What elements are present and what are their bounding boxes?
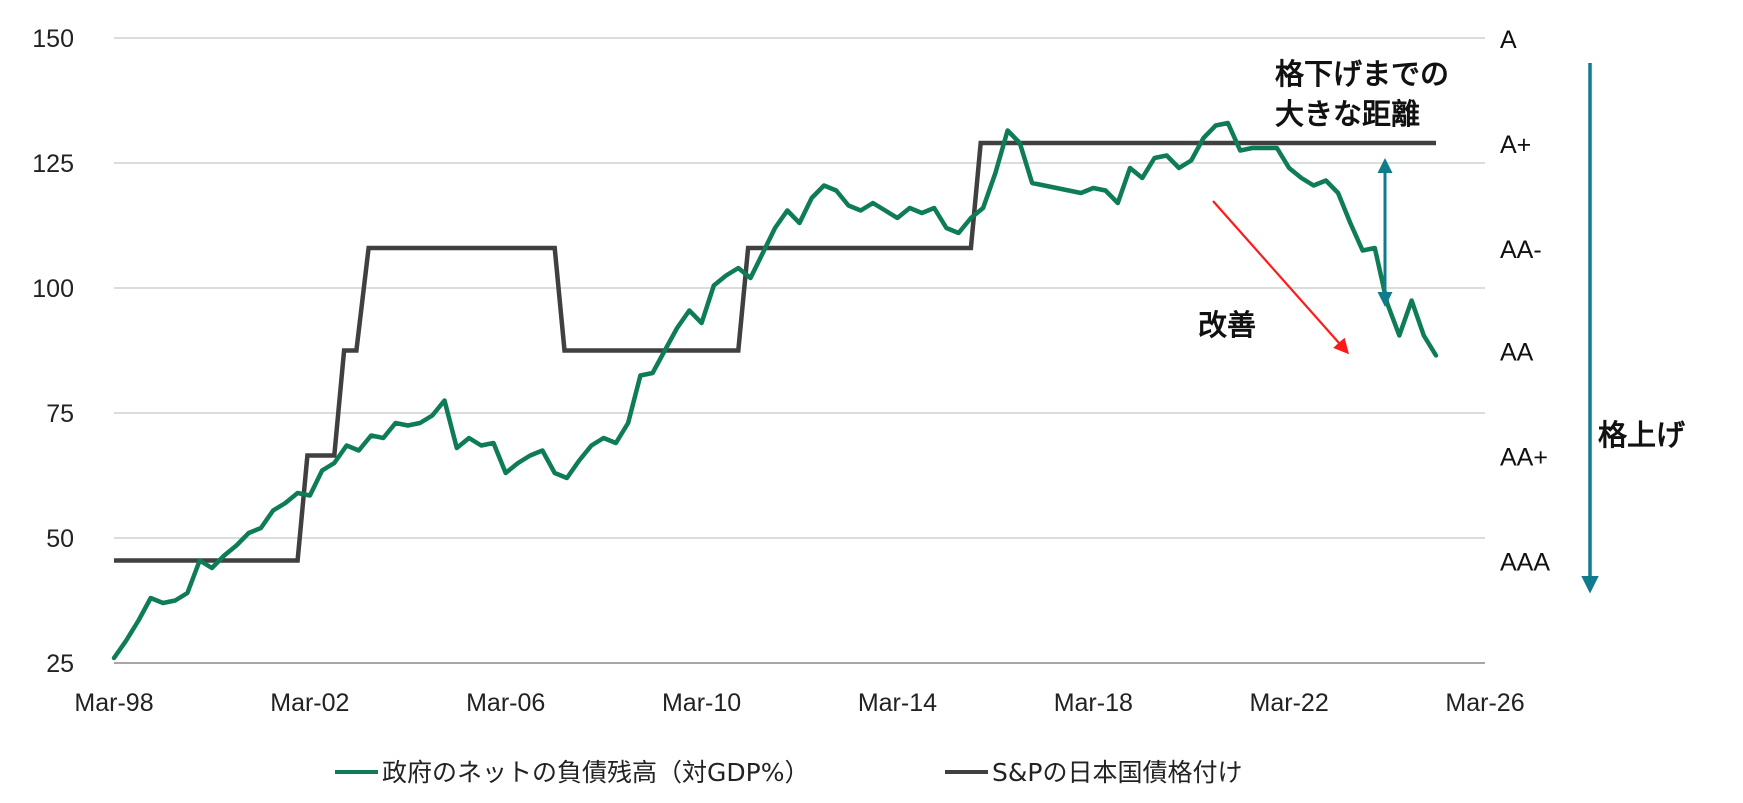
legend: 政府のネットの負債残高（対GDP%） S&Pの日本国債格付け <box>335 758 1242 787</box>
series-line-net-debt <box>111 120 1439 661</box>
rating-label: AA <box>1500 339 1534 367</box>
y-tick-label: 125 <box>32 150 74 178</box>
distance-label-line1: 格下げまでの <box>1275 57 1449 91</box>
upgrade-label: 格上げ <box>1598 418 1686 452</box>
rating-label: AA+ <box>1500 444 1548 472</box>
gridlines <box>114 37 1485 539</box>
x-tick-label: Mar-98 <box>74 689 153 717</box>
y-tick-label: 150 <box>32 25 74 53</box>
rating-label: A <box>1500 26 1517 54</box>
y-axis-ticks: 150 125 100 75 50 25 <box>32 25 74 678</box>
x-tick-label: Mar-18 <box>1054 689 1133 717</box>
series-line-sp-rating <box>114 140 1436 563</box>
improve-arrow <box>1212 200 1350 355</box>
distance-label-line2: 大きな距離 <box>1275 97 1420 131</box>
y-tick-label: 75 <box>46 400 74 428</box>
x-tick-label: Mar-14 <box>858 689 937 717</box>
rating-label: AAA <box>1500 549 1550 577</box>
y-tick-label: 25 <box>46 650 74 678</box>
rating-label: AA- <box>1500 236 1542 264</box>
x-tick-label: Mar-26 <box>1445 689 1524 717</box>
chart-series <box>111 120 1439 661</box>
y-tick-label: 50 <box>46 525 74 553</box>
x-axis-ticks: Mar-98 Mar-02 Mar-06 Mar-10 Mar-14 Mar-18 Mar-… <box>74 689 1524 717</box>
x-tick-label: Mar-22 <box>1250 689 1329 717</box>
x-tick-label: Mar-06 <box>466 689 545 717</box>
x-tick-label: Mar-10 <box>662 689 741 717</box>
legend-label-debt: 政府のネットの負債残高（対GDP%） <box>382 758 809 787</box>
rating-label: A+ <box>1500 131 1531 159</box>
x-tick-label: Mar-02 <box>270 689 349 717</box>
improve-label: 改善 <box>1198 308 1256 342</box>
legend-label-rating: S&Pの日本国債格付け <box>992 758 1242 787</box>
y-tick-label: 100 <box>32 275 74 303</box>
